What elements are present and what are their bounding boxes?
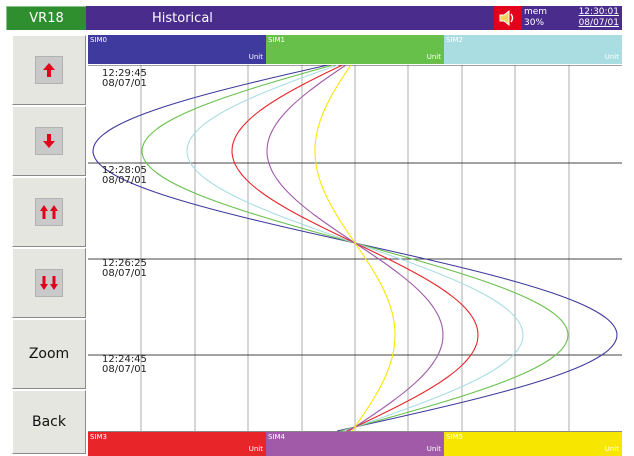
down-arrow-icon xyxy=(35,127,63,155)
channel-name: SIM5 xyxy=(446,433,464,441)
channel-unit: Unit xyxy=(248,445,263,453)
up-arrow-icon xyxy=(35,56,63,84)
memory-status: mem 30% xyxy=(522,6,560,30)
timestamp-label: 12:26:25 08/07/01 xyxy=(102,258,147,279)
channel-name: SIM4 xyxy=(268,433,286,441)
channel-header-sim1: SIM1 Unit xyxy=(266,35,444,64)
channel-unit: Unit xyxy=(426,445,441,453)
trend-series-0 xyxy=(92,65,618,432)
channel-unit: Unit xyxy=(248,53,263,61)
page-up-button[interactable] xyxy=(12,177,86,247)
trend-series-2 xyxy=(186,65,524,432)
channel-header-sim0: SIM0 Unit xyxy=(88,35,266,64)
device-label: VR18 xyxy=(6,6,86,30)
scroll-down-button[interactable] xyxy=(12,106,86,176)
clock: 12:30:01 08/07/01 xyxy=(560,6,622,30)
timestamp-label: 12:28:05 08/07/01 xyxy=(102,165,147,186)
page-down-button[interactable] xyxy=(12,248,86,318)
channel-name: SIM3 xyxy=(90,433,108,441)
trend-plot: 12:29:45 08/07/01 12:28:05 08/07/01 12:26:… xyxy=(88,65,622,432)
trend-series-1 xyxy=(141,65,569,432)
clock-date: 08/07/01 xyxy=(578,18,619,28)
channel-unit: Unit xyxy=(426,53,441,61)
channel-name: SIM0 xyxy=(90,36,108,44)
memory-label: mem xyxy=(524,7,548,17)
scroll-up-button[interactable] xyxy=(12,35,86,105)
memory-value: 30% xyxy=(524,18,545,28)
channel-header-sim5: SIM5 Unit xyxy=(444,432,622,456)
screen-title: Historical xyxy=(86,6,494,30)
trend-graph xyxy=(88,65,622,432)
trend-series-5 xyxy=(314,65,396,432)
trend-series-4 xyxy=(266,65,444,432)
channel-header-sim4: SIM4 Unit xyxy=(266,432,444,456)
double-up-arrow-icon xyxy=(35,198,63,226)
zoom-button[interactable]: Zoom xyxy=(12,319,86,389)
screen-title-text: Historical xyxy=(152,10,213,26)
clock-time: 12:30:01 xyxy=(578,7,619,17)
channel-header-sim2: SIM2 Unit xyxy=(444,35,622,64)
trend-series-3 xyxy=(231,65,479,432)
channel-unit: Unit xyxy=(604,53,619,61)
channel-name: SIM1 xyxy=(268,36,286,44)
timestamp-label: 12:29:45 08/07/01 xyxy=(102,68,147,89)
channel-unit: Unit xyxy=(604,445,619,453)
double-down-arrow-icon xyxy=(35,269,63,297)
channel-name: SIM2 xyxy=(446,36,464,44)
alarm-speaker-icon[interactable] xyxy=(494,6,522,30)
back-button[interactable]: Back xyxy=(12,390,86,454)
channel-header-sim3: SIM3 Unit xyxy=(88,432,266,456)
timestamp-label: 12:24:45 08/07/01 xyxy=(102,354,147,375)
